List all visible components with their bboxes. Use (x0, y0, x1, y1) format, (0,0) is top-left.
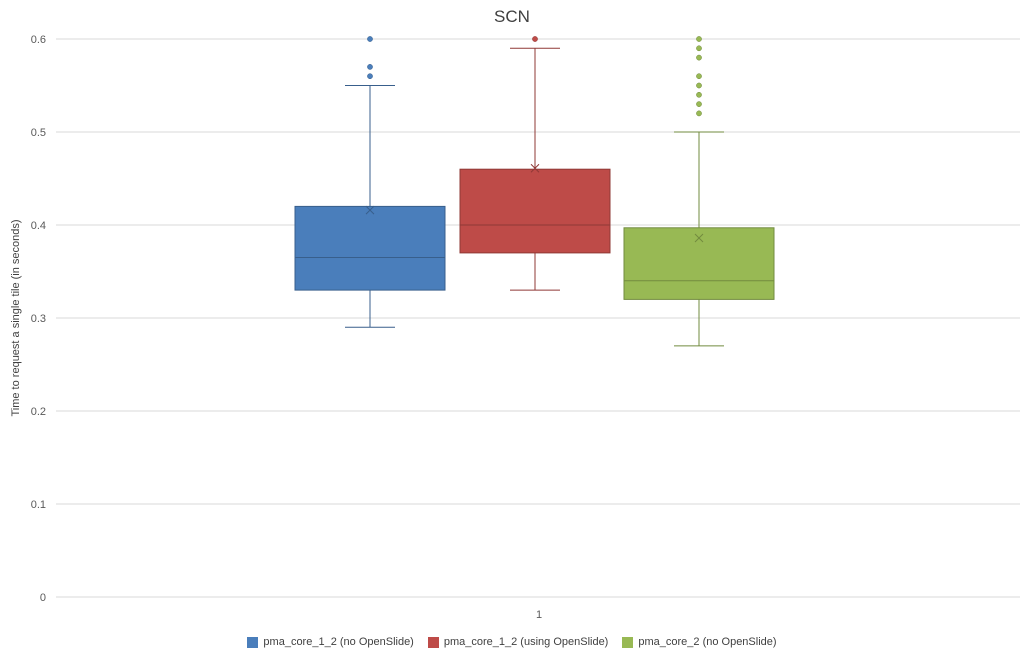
y-tick-label: 0 (40, 592, 46, 604)
outlier-point (696, 91, 702, 98)
legend-label: pma_core_1_2 (no OpenSlide) (263, 636, 414, 648)
grid-layer: 0 0.1 0.2 0.3 0.4 0.5 0.6 (31, 34, 1020, 604)
outlier-point (696, 45, 702, 52)
y-tick-label: 0.1 (31, 499, 46, 511)
outlier-point (696, 110, 702, 117)
box-layer (294, 36, 775, 347)
outlier-point (367, 73, 373, 80)
iqr-box (459, 168, 611, 254)
legend-swatch (247, 636, 259, 648)
outlier-point (696, 82, 702, 89)
y-axis-title: Time to request a single tile (in second… (10, 219, 22, 416)
legend: pma_core_1_2 (no OpenSlide) pma_core_1_2 … (0, 636, 1024, 648)
mean-marker (365, 205, 375, 215)
legend-label: pma_core_1_2 (using OpenSlide) (443, 636, 609, 648)
outlier-point (367, 64, 373, 70)
y-tick-label: 0.6 (31, 34, 46, 46)
iqr-box (294, 205, 446, 291)
y-tick-label: 0.2 (31, 406, 46, 418)
outlier-point (696, 36, 702, 42)
box-series (459, 36, 611, 291)
legend-item: pma_core_1_2 (using OpenSlide) (427, 636, 609, 648)
outlier-point (696, 73, 702, 80)
box-plot: SCN Time to request a single tile (in se… (10, 7, 1020, 621)
box-series (623, 36, 775, 347)
iqr-box (623, 227, 775, 300)
outlier-point (367, 36, 373, 42)
y-tick-label: 0.5 (31, 127, 46, 139)
legend-swatch (427, 636, 439, 648)
outlier-point (532, 36, 538, 42)
legend-label: pma_core_2 (no OpenSlide) (638, 636, 777, 648)
mean-marker (694, 233, 704, 243)
outlier-point (696, 54, 702, 61)
mean-marker (530, 163, 540, 173)
chart-title: SCN (494, 7, 530, 26)
legend-item: pma_core_1_2 (no OpenSlide) (247, 636, 414, 648)
y-tick-label: 0.3 (31, 313, 46, 325)
y-tick-label: 0.4 (31, 220, 46, 232)
x-tick-label: 1 (536, 609, 542, 621)
box-series (294, 36, 446, 328)
legend-swatch (622, 636, 634, 648)
legend-item: pma_core_2 (no OpenSlide) (622, 636, 777, 648)
outlier-point (696, 101, 702, 107)
